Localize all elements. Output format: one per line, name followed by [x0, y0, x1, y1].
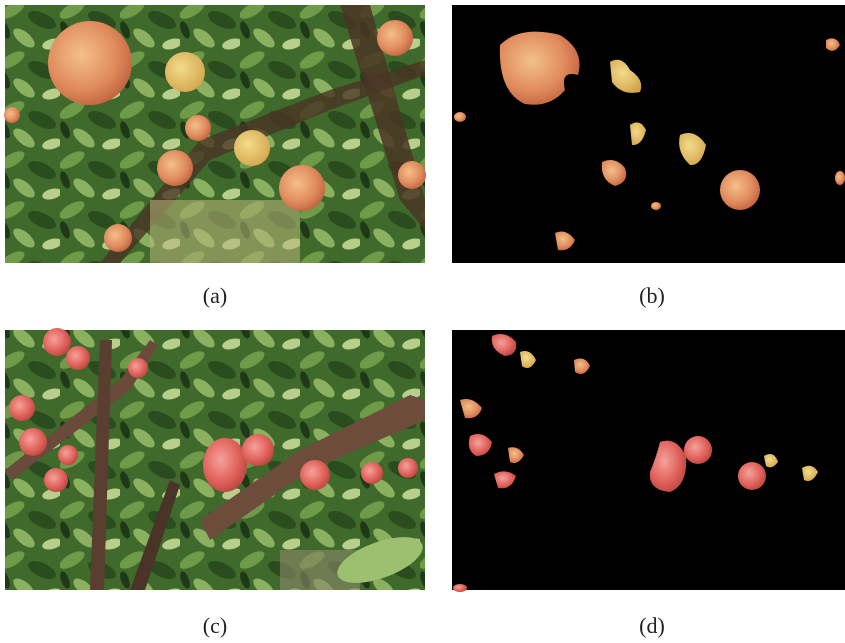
panel-image-d — [452, 330, 845, 592]
panel-image-a — [4, 5, 426, 263]
caption: (a) — [203, 283, 227, 308]
panel-image-b — [452, 5, 845, 263]
figure: (a) (b) (c) — [0, 0, 845, 643]
caption: (b) — [639, 283, 665, 308]
caption: (d) — [639, 613, 665, 638]
panel-image-c — [5, 328, 428, 592]
caption: (c) — [203, 613, 227, 638]
